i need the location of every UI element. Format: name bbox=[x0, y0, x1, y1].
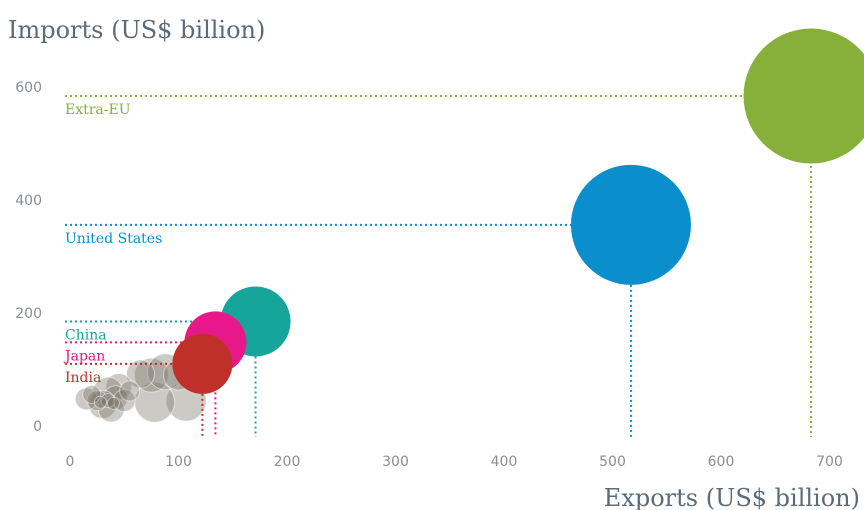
highlighted-bubbles bbox=[172, 28, 864, 394]
x-tick-label: 600 bbox=[708, 454, 735, 470]
country-bubble bbox=[74, 387, 98, 411]
y-tick-label: 200 bbox=[15, 306, 42, 322]
country-bubble bbox=[86, 390, 108, 412]
country-bubble bbox=[119, 380, 141, 402]
country-bubble bbox=[126, 359, 156, 389]
x-tick-label: 700 bbox=[816, 454, 843, 470]
series-label: United States bbox=[65, 231, 162, 247]
y-tick-label: 0 bbox=[33, 419, 42, 435]
x-axis-ticks: 0 100 200 300 400 500 600 700 bbox=[66, 454, 843, 470]
y-tick-label: 400 bbox=[15, 193, 42, 209]
series-bubble bbox=[570, 164, 691, 285]
series-bubble bbox=[743, 28, 864, 164]
x-tick-label: 100 bbox=[165, 454, 192, 470]
country-bubble bbox=[133, 357, 169, 393]
series-label: China bbox=[65, 327, 107, 343]
x-tick-label: 300 bbox=[382, 454, 409, 470]
series-labels: Extra-EU United States China Japan India bbox=[63, 102, 162, 386]
x-tick-label: 500 bbox=[599, 454, 626, 470]
x-tick-label: 0 bbox=[66, 454, 75, 470]
x-tick-label: 200 bbox=[274, 454, 301, 470]
y-tick-label: 600 bbox=[15, 80, 42, 96]
y-axis-label: Imports (US$ billion) bbox=[8, 16, 265, 44]
country-bubble bbox=[93, 395, 107, 409]
y-axis-ticks: 0 200 400 600 bbox=[15, 80, 42, 435]
x-axis-label: Exports (US$ billion) bbox=[604, 484, 860, 510]
series-label: Extra-EU bbox=[65, 102, 131, 118]
series-bubble bbox=[172, 333, 233, 394]
country-bubble bbox=[106, 396, 120, 410]
country-bubble bbox=[82, 384, 102, 404]
series-label: India bbox=[65, 370, 101, 386]
series-label: Japan bbox=[63, 348, 105, 364]
x-tick-label: 400 bbox=[491, 454, 518, 470]
